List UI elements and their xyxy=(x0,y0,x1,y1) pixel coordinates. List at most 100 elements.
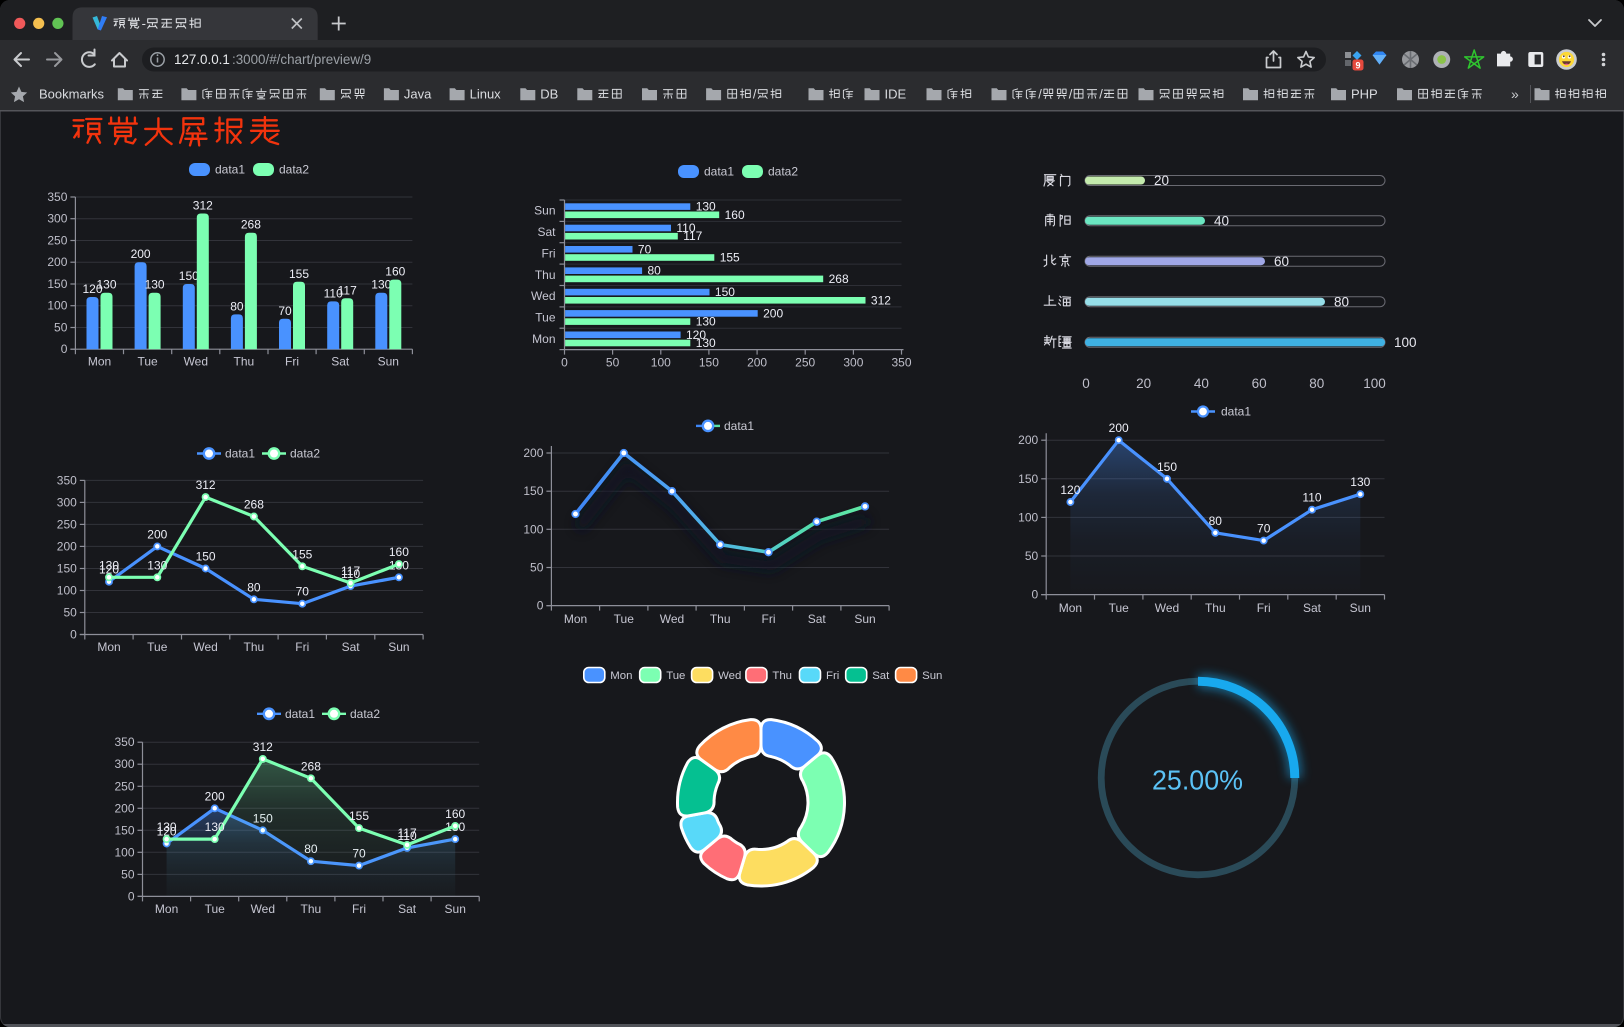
svg-text:130: 130 xyxy=(696,200,716,214)
svg-text:150: 150 xyxy=(196,550,216,564)
svg-text:200: 200 xyxy=(47,255,67,269)
svg-text:100: 100 xyxy=(651,356,671,370)
svg-text:100: 100 xyxy=(114,845,134,859)
svg-text:50: 50 xyxy=(63,606,77,620)
svg-text:160: 160 xyxy=(445,807,465,821)
svg-text:60: 60 xyxy=(1252,376,1267,391)
svg-text:0: 0 xyxy=(70,628,77,642)
svg-text:80: 80 xyxy=(230,299,244,313)
svg-text:Tue: Tue xyxy=(535,311,556,325)
svg-text:/: / xyxy=(753,87,757,102)
svg-text:Tue: Tue xyxy=(147,640,168,654)
svg-text:268: 268 xyxy=(244,498,264,512)
svg-text:150: 150 xyxy=(47,277,67,291)
svg-text:0: 0 xyxy=(1032,588,1039,602)
svg-text:Mon: Mon xyxy=(88,355,111,369)
svg-text:50: 50 xyxy=(54,321,68,335)
svg-text:Sat: Sat xyxy=(342,640,361,654)
svg-text:155: 155 xyxy=(349,809,369,823)
svg-text:50: 50 xyxy=(530,561,544,575)
svg-text:150: 150 xyxy=(1157,460,1177,474)
svg-text:200: 200 xyxy=(147,527,167,541)
svg-text:Sun: Sun xyxy=(534,204,555,218)
svg-text:Sat: Sat xyxy=(808,612,827,626)
svg-text:40: 40 xyxy=(1194,376,1209,391)
svg-text:data1: data1 xyxy=(704,165,734,179)
svg-text:250: 250 xyxy=(114,779,134,793)
svg-text:70: 70 xyxy=(1257,522,1271,536)
svg-text:DB: DB xyxy=(540,87,558,102)
svg-text:200: 200 xyxy=(523,446,543,460)
svg-text:Tue: Tue xyxy=(614,612,635,626)
svg-text:9: 9 xyxy=(1355,60,1360,70)
svg-text:150: 150 xyxy=(699,356,719,370)
svg-text:110: 110 xyxy=(1302,491,1321,505)
svg-text:Thu: Thu xyxy=(710,612,731,626)
svg-text:130: 130 xyxy=(99,558,119,572)
svg-text:80: 80 xyxy=(247,580,261,594)
svg-text:Wed: Wed xyxy=(184,355,208,369)
svg-text:250: 250 xyxy=(795,356,815,370)
svg-text:110: 110 xyxy=(341,567,360,581)
svg-text:350: 350 xyxy=(114,735,134,749)
svg-text:data1: data1 xyxy=(215,163,245,177)
svg-text:»: » xyxy=(1511,86,1519,102)
svg-text:Wed: Wed xyxy=(251,902,275,916)
svg-text:155: 155 xyxy=(289,267,309,281)
svg-text:155: 155 xyxy=(292,547,312,561)
svg-text:Thu: Thu xyxy=(772,670,792,682)
svg-text:268: 268 xyxy=(301,759,321,773)
svg-text:117: 117 xyxy=(338,283,357,297)
svg-text:117: 117 xyxy=(683,229,702,243)
svg-text:130: 130 xyxy=(696,315,716,329)
svg-text:Sat: Sat xyxy=(331,355,350,369)
svg-text:Wed: Wed xyxy=(1155,601,1179,615)
svg-text:200: 200 xyxy=(57,539,77,553)
svg-text:268: 268 xyxy=(829,272,849,286)
svg-text:Thu: Thu xyxy=(535,268,556,282)
svg-text:Mon: Mon xyxy=(610,670,632,682)
svg-text:268: 268 xyxy=(241,218,261,232)
svg-text:Sun: Sun xyxy=(854,612,875,626)
svg-text:130: 130 xyxy=(205,820,225,834)
svg-text:150: 150 xyxy=(715,285,735,299)
svg-text:150: 150 xyxy=(1018,472,1038,486)
svg-text:80: 80 xyxy=(1334,294,1349,309)
svg-text:120: 120 xyxy=(99,563,119,577)
svg-text:200: 200 xyxy=(763,306,783,320)
svg-text:160: 160 xyxy=(389,545,409,559)
svg-text:300: 300 xyxy=(47,212,67,226)
svg-text:0: 0 xyxy=(128,889,135,903)
svg-text:data2: data2 xyxy=(279,163,309,177)
svg-text:0: 0 xyxy=(1082,376,1090,391)
svg-text:250: 250 xyxy=(47,234,67,248)
svg-text:Tue: Tue xyxy=(137,355,158,369)
svg-text:120: 120 xyxy=(686,328,706,342)
svg-text:150: 150 xyxy=(523,484,543,498)
svg-text:Fri: Fri xyxy=(352,902,366,916)
svg-text:40: 40 xyxy=(1214,213,1229,228)
svg-text:data1: data1 xyxy=(724,419,754,433)
svg-text:Bookmarks: Bookmarks xyxy=(39,86,105,101)
svg-text:160: 160 xyxy=(725,208,745,222)
svg-text:312: 312 xyxy=(193,199,213,213)
svg-text:0: 0 xyxy=(561,356,568,370)
svg-text:130: 130 xyxy=(157,820,177,834)
svg-text:Wed: Wed xyxy=(660,612,684,626)
svg-text:120: 120 xyxy=(82,282,102,296)
svg-text:350: 350 xyxy=(47,190,67,204)
svg-text:Sat: Sat xyxy=(872,670,890,682)
svg-text:50: 50 xyxy=(606,356,620,370)
svg-text:80: 80 xyxy=(648,264,662,278)
svg-text:80: 80 xyxy=(1209,514,1223,528)
svg-text:Sun: Sun xyxy=(922,670,942,682)
svg-text:Thu: Thu xyxy=(244,640,265,654)
svg-text:117: 117 xyxy=(341,564,360,578)
svg-text:Java: Java xyxy=(404,87,432,102)
svg-text:Fri: Fri xyxy=(826,670,839,682)
svg-text:Fri: Fri xyxy=(542,246,556,260)
svg-text:312: 312 xyxy=(196,478,216,492)
svg-text:Tue: Tue xyxy=(1109,601,1130,615)
svg-text:IDE: IDE xyxy=(885,87,907,102)
svg-text:PHP: PHP xyxy=(1351,87,1378,102)
